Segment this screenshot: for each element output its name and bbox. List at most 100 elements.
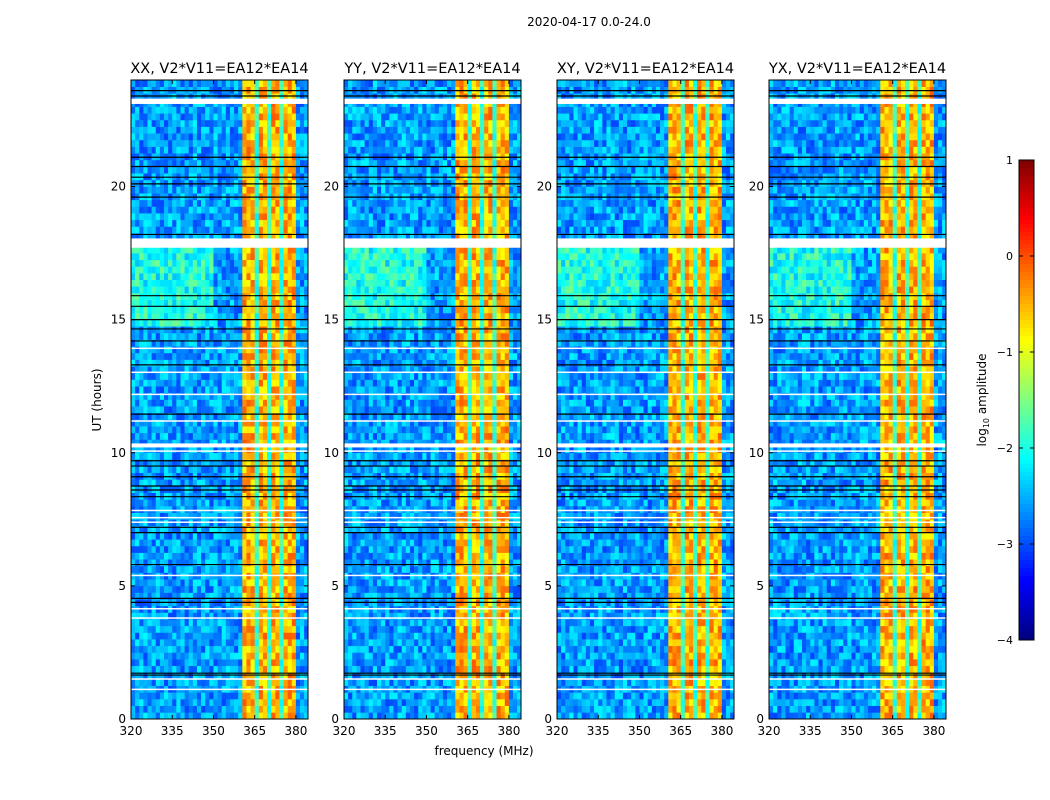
heatmap-cell (447, 692, 452, 700)
heatmap-cell (250, 266, 255, 274)
heatmap-cell (147, 279, 152, 287)
heatmap-cell (229, 293, 235, 300)
heatmap-cell (221, 159, 227, 167)
heatmap-cell (434, 612, 440, 620)
heatmap-cell (168, 253, 173, 261)
heatmap-cell (213, 525, 218, 533)
heatmap-cell (188, 213, 194, 221)
heatmap-cell (229, 392, 235, 400)
heatmap-cell (254, 299, 260, 307)
heatmap-cell (176, 206, 181, 214)
heatmap-cell (271, 306, 276, 314)
heatmap-cell (196, 139, 202, 147)
heatmap-cell (271, 439, 276, 447)
heatmap-cell (201, 113, 206, 121)
heatmap-cell (254, 512, 260, 520)
heatmap-cell (176, 585, 181, 593)
heatmap-cell (409, 639, 415, 647)
heatmap-cell (246, 392, 251, 400)
heatmap-cell (267, 219, 272, 227)
heatmap-cell (279, 306, 284, 314)
heatmap-cell (184, 506, 190, 513)
heatmap-cell (168, 80, 173, 87)
heatmap-cell (517, 612, 522, 620)
heatmap-cell (287, 565, 293, 573)
heatmap-cell (196, 652, 202, 660)
heatmap-cell (275, 639, 280, 647)
heatmap-cell (159, 699, 165, 706)
heatmap-cell (180, 266, 185, 274)
heatmap-cell (254, 632, 260, 640)
heatmap-cell (254, 246, 260, 254)
heatmap-cell (304, 266, 309, 274)
heatmap-cell (250, 139, 255, 147)
heatmap-cell (238, 339, 243, 347)
heatmap-cell (176, 199, 181, 207)
heatmap-cell (131, 506, 136, 513)
heatmap-cell (172, 293, 177, 300)
heatmap-cell (184, 565, 190, 573)
heatmap-cell (271, 213, 276, 221)
heatmap-cell (397, 619, 403, 627)
heatmap-cell (135, 612, 140, 620)
heatmap-cell (159, 392, 165, 400)
heatmap-cell (283, 233, 288, 241)
heatmap-cell (401, 625, 407, 633)
heatmap-cell (192, 286, 198, 294)
heatmap-cell (300, 712, 305, 720)
heatmap-cell (147, 253, 152, 261)
heatmap-cell (139, 552, 144, 560)
heatmap-cell (159, 459, 165, 467)
heatmap-cell (155, 532, 161, 540)
heatmap-cell (291, 559, 297, 567)
heatmap-cell (295, 692, 301, 700)
heatmap-cell (196, 246, 202, 254)
heatmap-cell (500, 632, 506, 640)
heatmap-cell (147, 139, 152, 147)
heatmap-cell (283, 186, 288, 194)
heatmap-cell (295, 332, 301, 340)
heatmap-cell (246, 466, 251, 474)
heatmap-cell (258, 279, 264, 287)
heatmap-cell (221, 293, 227, 300)
heatmap-cell (201, 312, 206, 320)
heatmap-cell (405, 712, 411, 720)
heatmap-cell (159, 253, 165, 261)
heatmap-cell (279, 499, 284, 507)
heatmap-cell (258, 219, 264, 227)
heatmap-cell (217, 659, 222, 667)
heatmap-cell (196, 233, 202, 241)
heatmap-cell (196, 479, 202, 487)
heatmap-cell (229, 406, 235, 414)
heatmap-cell (291, 525, 297, 533)
heatmap-cell (205, 512, 210, 520)
heatmap-cell (159, 339, 165, 347)
heatmap-cell (279, 412, 284, 420)
heatmap-cell (422, 625, 427, 633)
heatmap-cell (192, 213, 198, 221)
heatmap-cell (234, 665, 239, 673)
heatmap-cell (389, 659, 394, 667)
heatmap-cell (451, 659, 456, 667)
heatmap-cell (262, 679, 268, 687)
heatmap-cell (217, 233, 222, 241)
heatmap-cell (217, 199, 222, 207)
heatmap-cell (422, 612, 427, 620)
heatmap-cell (300, 366, 305, 374)
heatmap-cell (205, 439, 210, 447)
heatmap-cell (372, 699, 378, 706)
heatmap-cell (492, 665, 497, 673)
heatmap-cell (271, 279, 276, 287)
heatmap-cell (229, 366, 235, 374)
heatmap-cell (163, 705, 169, 713)
heatmap-cell (213, 692, 218, 700)
heatmap-cell (151, 426, 157, 434)
heatmap-cell (163, 386, 169, 394)
heatmap-cell (155, 539, 161, 547)
heatmap-cell (184, 672, 190, 680)
heatmap-cell (229, 446, 235, 454)
heatmap-cell (143, 525, 148, 533)
heatmap-cell (344, 699, 349, 706)
heatmap-cell (159, 306, 165, 314)
heatmap-cell (275, 392, 280, 400)
